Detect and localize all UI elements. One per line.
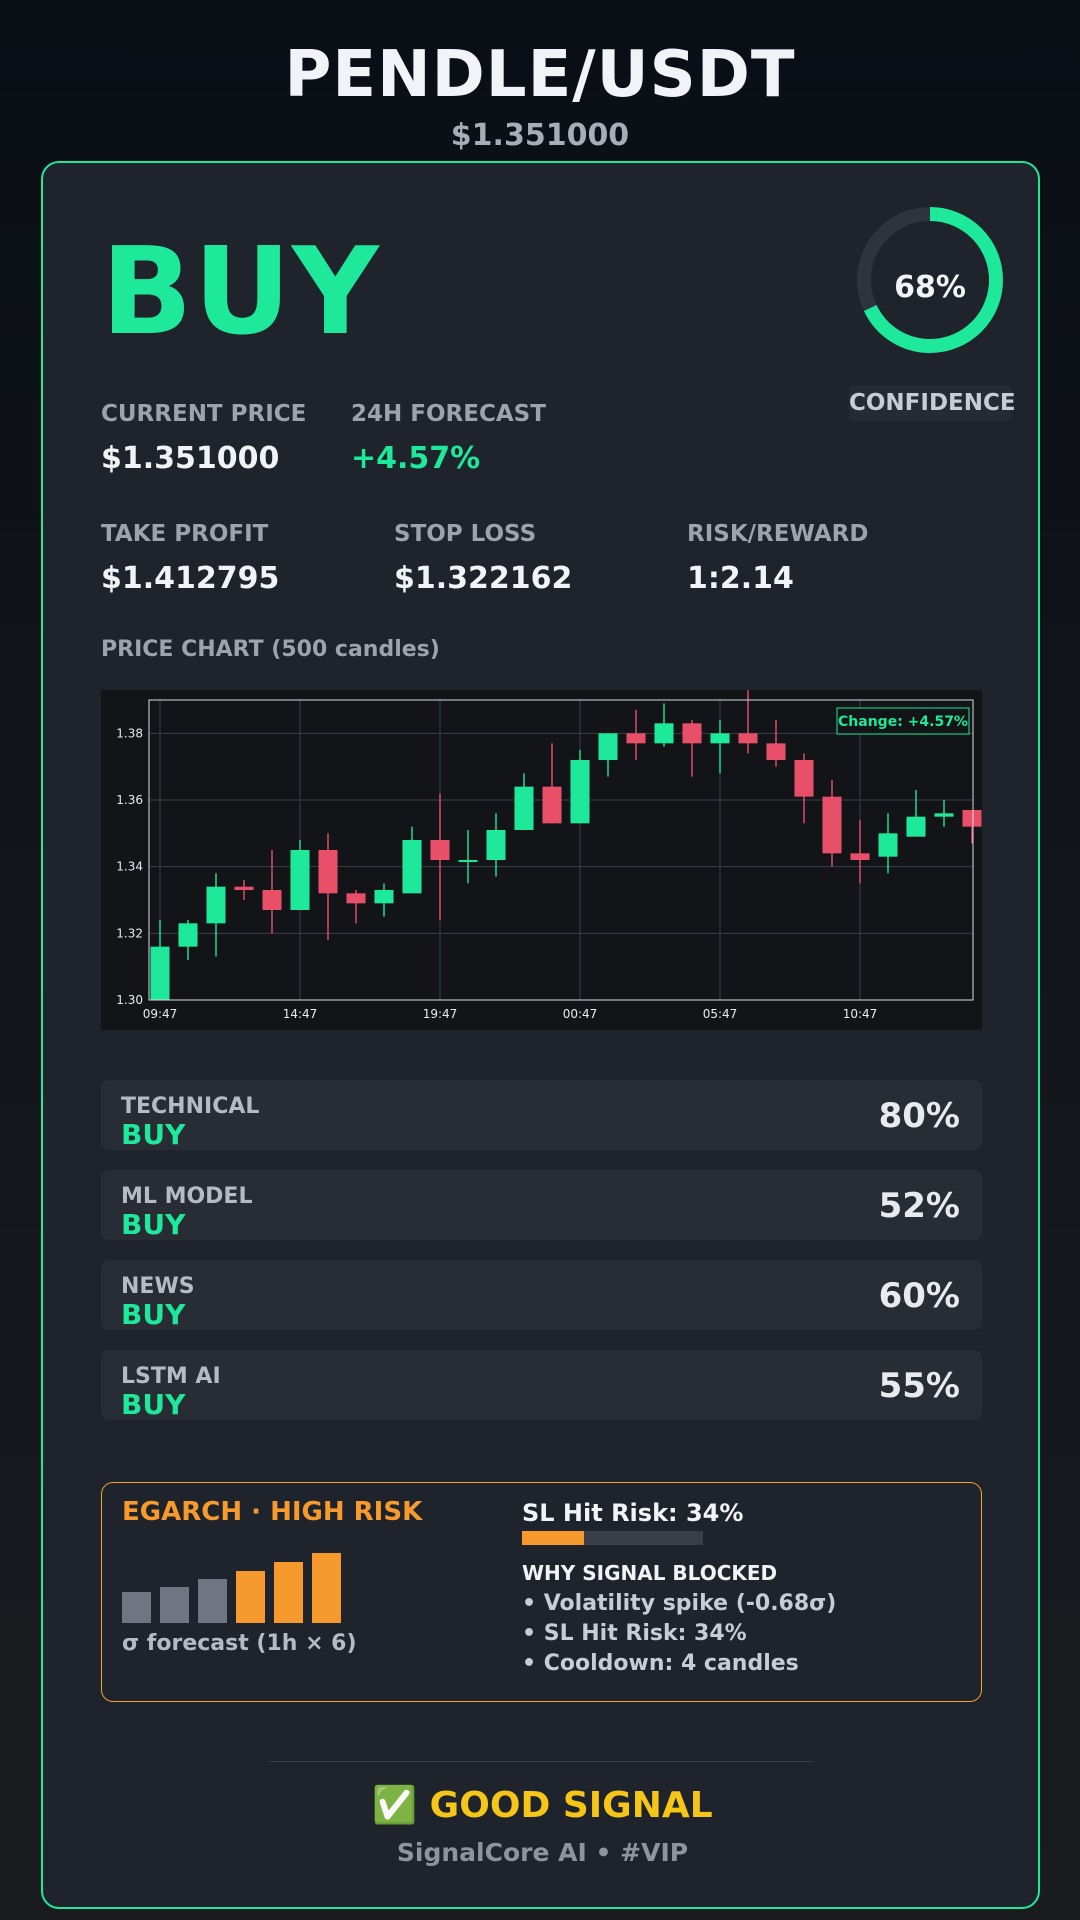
current-price-label: CURRENT PRICE: [101, 401, 307, 427]
confidence-label: CONFIDENCE: [849, 385, 1016, 421]
confidence-ring: [857, 207, 1003, 353]
y-tick-label: 1.34: [116, 860, 143, 874]
source-signal: BUY: [121, 1118, 186, 1151]
x-tick-label: 10:47: [843, 1007, 878, 1021]
sl-hit-risk: SL Hit Risk: 34%: [522, 1499, 744, 1527]
why-item-cooldown: • Cooldown: 4 candles: [522, 1651, 799, 1676]
source-percent: 80%: [878, 1096, 960, 1136]
source-signal: BUY: [121, 1208, 186, 1241]
take-profit-label: TAKE PROFIT: [101, 521, 269, 547]
candle-body: [850, 853, 870, 860]
sigma-bar: [274, 1561, 303, 1623]
candle-body: [374, 890, 394, 904]
candle-body: [626, 733, 646, 744]
source-row-lstm-ai: LSTM AI BUY 55%: [101, 1350, 982, 1421]
candle-body: [878, 833, 898, 857]
pair-title: PENDLE/USDT: [284, 38, 796, 112]
sl-hit-track: [522, 1531, 703, 1545]
source-percent: 60%: [878, 1276, 960, 1316]
change-annotation: Change: +4.57%: [838, 714, 968, 730]
candle-body: [290, 850, 310, 910]
forecast-label: 24H FORECAST: [351, 401, 546, 427]
x-tick-label: 05:47: [703, 1007, 738, 1021]
why-item-sl-risk: • SL Hit Risk: 34%: [522, 1621, 747, 1646]
why-item-volatility: • Volatility spike (-0.68σ): [522, 1591, 837, 1616]
candle-body: [738, 733, 758, 744]
price-chart: 1.30 1.32 1.34 1.36 1.38 09:47 14:47 19:47 00:47…: [101, 690, 982, 1030]
x-tick-label: 14:47: [283, 1007, 318, 1021]
candle-body: [318, 850, 338, 894]
price-chart-svg: 1.30 1.32 1.34 1.36 1.38 09:47 14:47 19:47 00:47…: [116, 690, 982, 1021]
source-name: LSTM AI: [121, 1364, 221, 1389]
candle-body: [934, 813, 954, 817]
candle-body: [906, 816, 926, 837]
source-row-ml-model: ML MODEL BUY 52%: [101, 1170, 982, 1241]
signal-verdict: ✅ GOOD SIGNAL: [372, 1785, 713, 1826]
take-profit-value: $1.412795: [101, 561, 280, 596]
why-blocked-title: WHY SIGNAL BLOCKED: [522, 1561, 778, 1585]
signal-card: BUY 68% CONFIDENCE CURRENT PRICE $1.3510…: [41, 161, 1040, 1909]
risk-title: EGARCH · HIGH RISK: [122, 1497, 423, 1527]
source-name: TECHNICAL: [121, 1094, 260, 1119]
candle-body: [430, 840, 450, 860]
plot-frame: [148, 699, 974, 1001]
footer-divider: [269, 1761, 813, 1762]
candle-body: [766, 743, 786, 760]
current-price-value: $1.351000: [101, 441, 280, 476]
change-annotation-box: [836, 707, 970, 735]
risk-reward-value: 1:2.14: [687, 561, 794, 596]
x-tick-label: 00:47: [563, 1007, 598, 1021]
stop-loss-value: $1.322162: [394, 561, 573, 596]
x-tick-label: 09:47: [143, 1007, 178, 1021]
candle-body: [486, 830, 506, 860]
candle-body: [794, 760, 814, 797]
sigma-bar: [160, 1586, 189, 1623]
risk-panel: EGARCH · HIGH RISK σ forecast (1h × 6) S…: [101, 1482, 982, 1702]
candle-body: [654, 723, 674, 744]
source-row-technical: TECHNICAL BUY 80%: [101, 1080, 982, 1151]
candle-body: [542, 786, 562, 824]
x-tick-label: 19:47: [423, 1007, 458, 1021]
sigma-bar: [122, 1592, 151, 1623]
source-percent: 52%: [878, 1186, 960, 1226]
y-tick-label: 1.36: [116, 793, 143, 807]
y-tick-label: 1.32: [116, 926, 143, 940]
candle-body: [514, 786, 534, 830]
candle-body: [402, 840, 422, 894]
chart-title: PRICE CHART (500 candles): [101, 637, 440, 662]
candle-body: [822, 796, 842, 854]
candle-body: [598, 733, 618, 760]
candle-body: [682, 723, 702, 744]
candle-body: [710, 733, 730, 744]
y-tick-label: 1.30: [116, 993, 143, 1007]
sigma-bar: [312, 1553, 341, 1623]
source-row-news: NEWS BUY 60%: [101, 1260, 982, 1331]
sl-hit-fill: [522, 1531, 584, 1545]
candle-body: [962, 810, 982, 827]
candle-body: [458, 860, 478, 862]
sigma-caption: σ forecast (1h × 6): [122, 1631, 357, 1656]
source-name: NEWS: [121, 1274, 195, 1299]
candle-body: [570, 760, 590, 824]
sigma-bar: [198, 1579, 227, 1623]
source-percent: 55%: [878, 1366, 960, 1406]
candle-body: [262, 890, 282, 910]
candle-body: [206, 886, 226, 924]
source-name: ML MODEL: [121, 1184, 253, 1209]
y-tick-label: 1.38: [116, 726, 143, 740]
stop-loss-label: STOP LOSS: [394, 521, 537, 547]
candle-body: [178, 923, 198, 947]
candle-body: [234, 886, 254, 890]
forecast-value: +4.57%: [351, 441, 481, 476]
brand-tag: SignalCore AI • #VIP: [396, 1838, 689, 1867]
source-signal: BUY: [121, 1298, 186, 1331]
risk-reward-label: RISK/REWARD: [687, 521, 869, 547]
candle-body: [346, 893, 366, 904]
sigma-bar: [236, 1570, 265, 1623]
candle-body: [150, 946, 170, 1000]
pair-price: $1.351000: [450, 118, 630, 153]
signal-action: BUY: [101, 223, 380, 362]
source-signal: BUY: [121, 1388, 186, 1421]
confidence-value: 68%: [894, 270, 966, 305]
